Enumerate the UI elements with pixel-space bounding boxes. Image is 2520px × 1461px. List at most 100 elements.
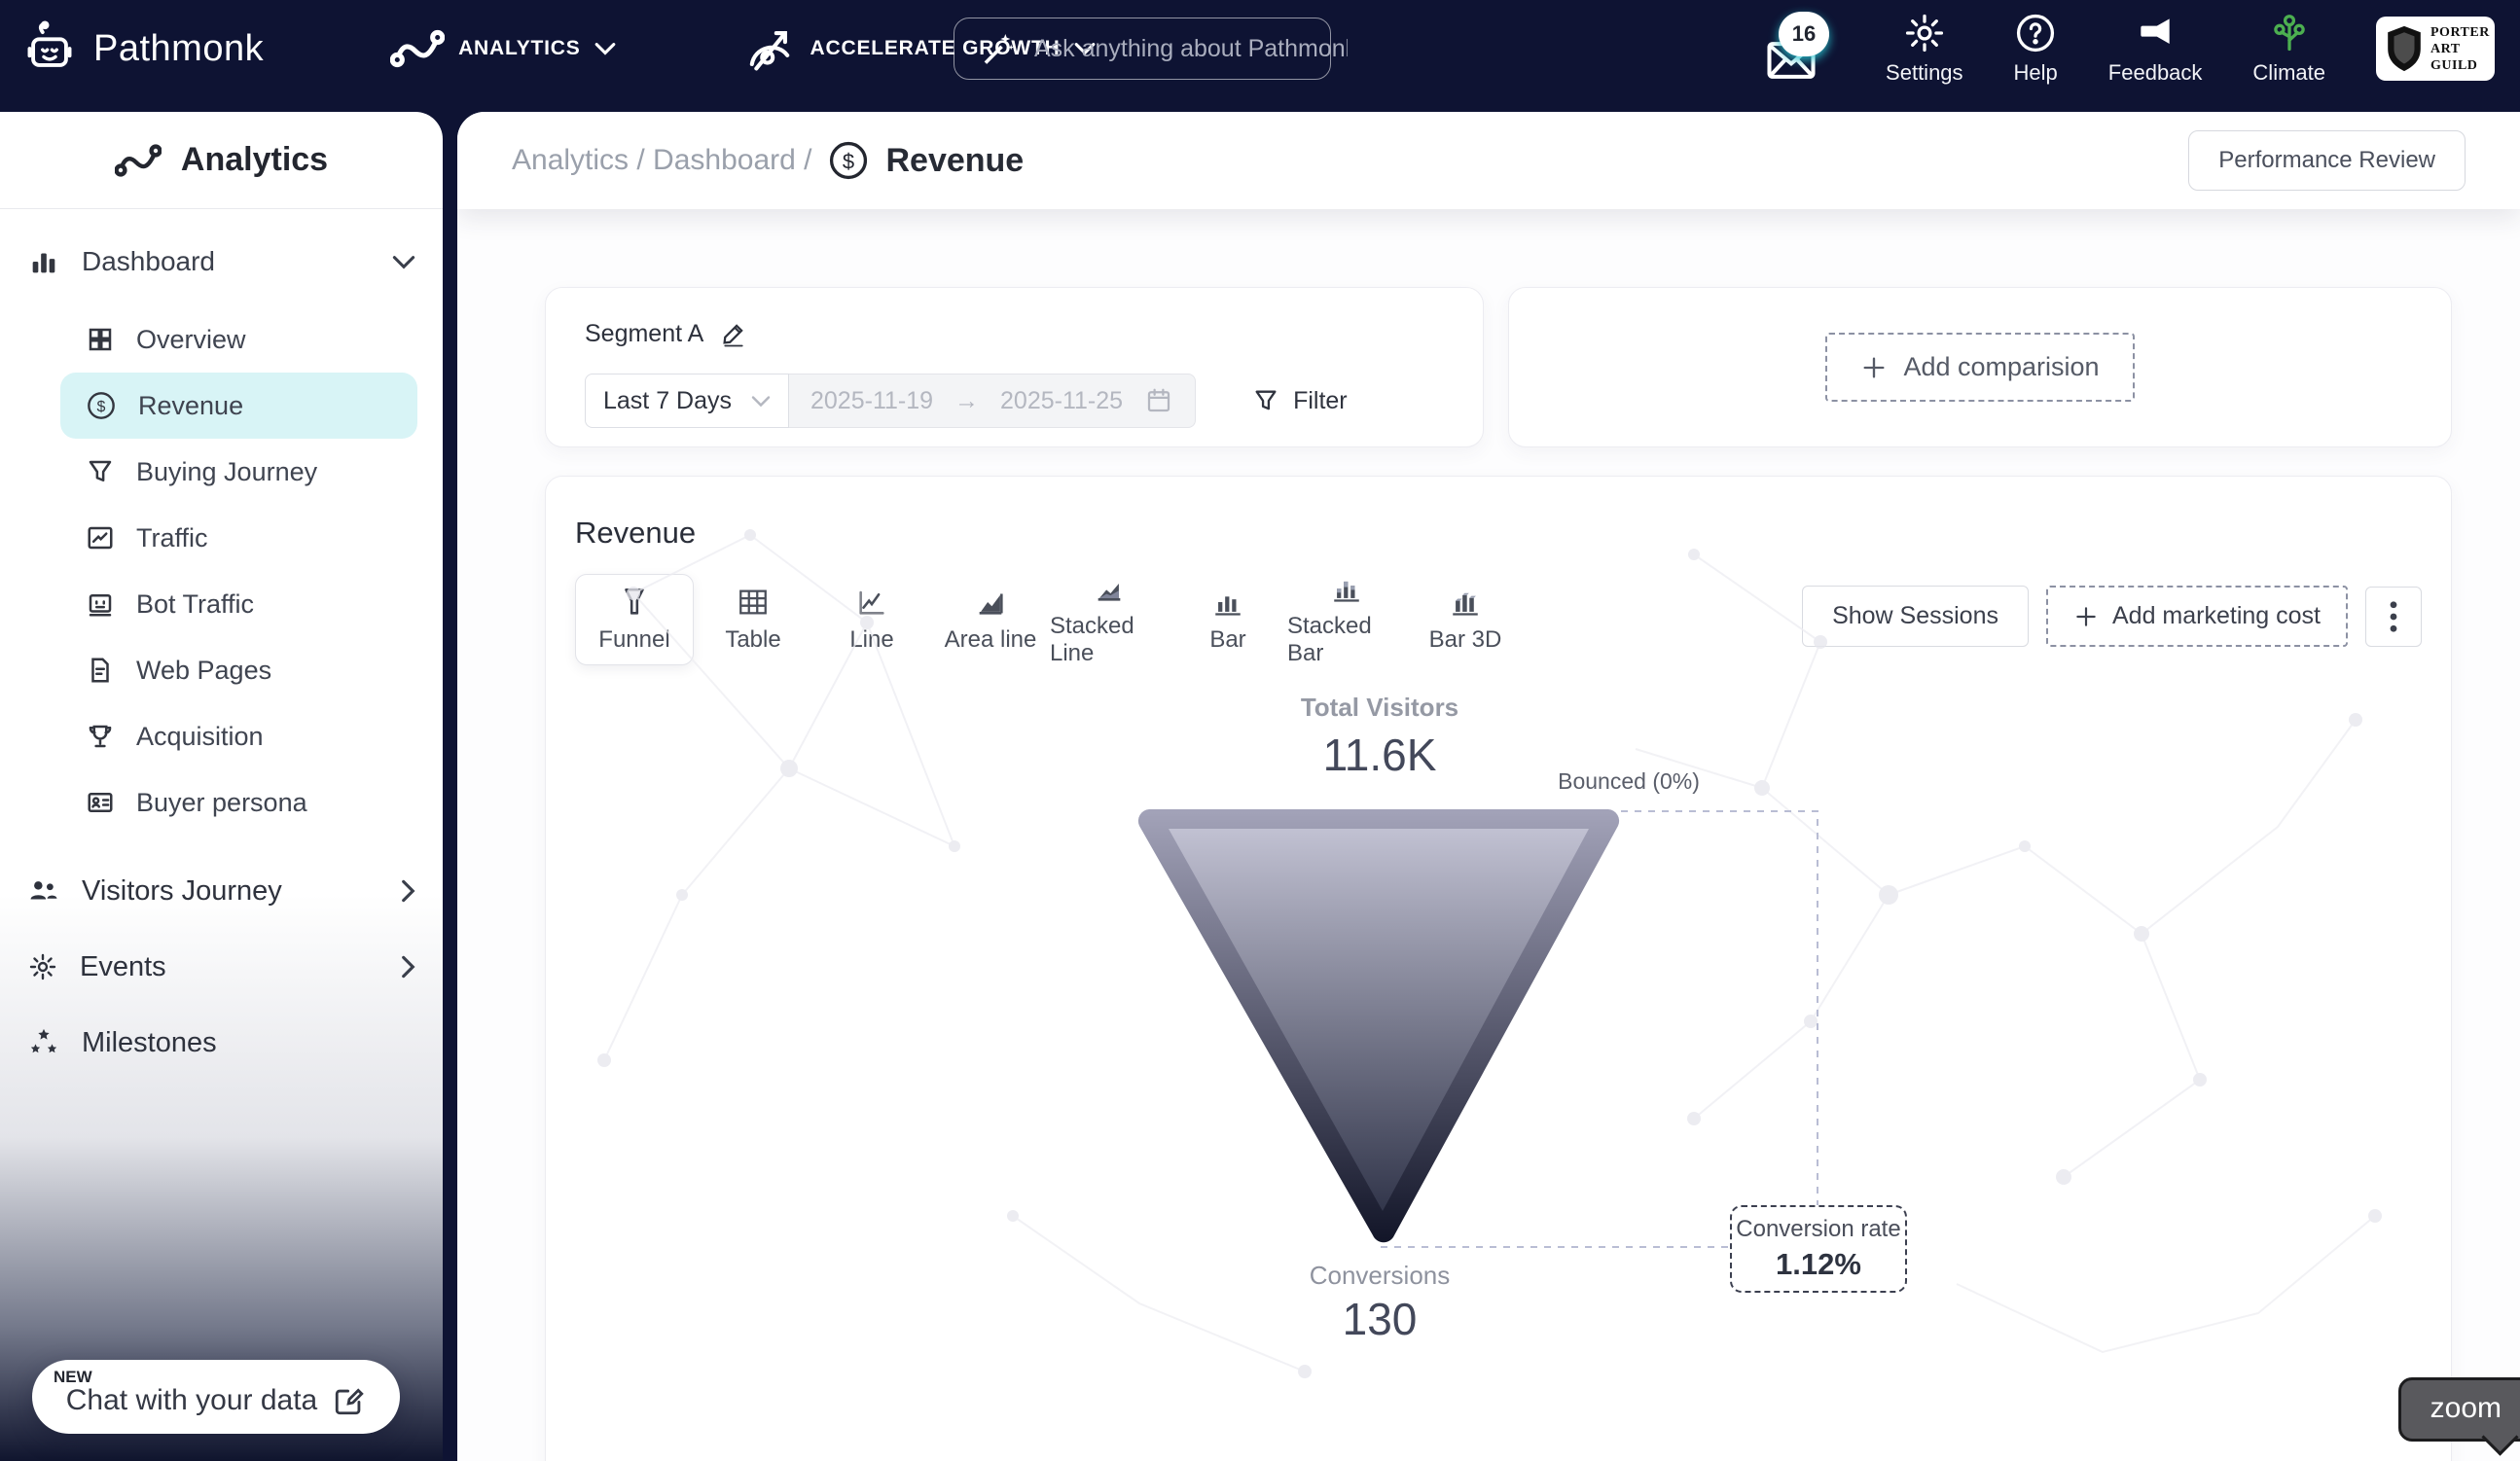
question-circle-icon xyxy=(2014,12,2057,54)
main-content: Analytics / Dashboard / $ Revenue Perfor… xyxy=(457,112,2520,1461)
chart-actions: Show Sessions Add marketing cost xyxy=(1802,586,2422,647)
stars-icon xyxy=(27,1027,60,1058)
chart-title: Revenue xyxy=(575,516,697,550)
segment-name: Segment A xyxy=(585,319,704,347)
sidebar-item-revenue[interactable]: $ Revenue xyxy=(60,373,417,439)
funnel-icon xyxy=(86,457,115,486)
id-card-icon xyxy=(86,788,115,817)
bar-chart-icon xyxy=(27,245,60,278)
plant-icon xyxy=(2268,12,2311,54)
conversion-rate-box: Conversion rate 1.12% xyxy=(1730,1205,1907,1293)
topbar-actions: 16 Settings xyxy=(1767,0,2495,97)
nav-analytics-label: ANALYTICS xyxy=(458,37,581,59)
brand-name: Pathmonk xyxy=(93,27,265,69)
ask-pathmonk-search[interactable] xyxy=(954,18,1348,80)
svg-text:$: $ xyxy=(843,149,854,173)
analytics-squiggle-icon xyxy=(114,141,162,180)
sidebar-item-traffic[interactable]: Traffic xyxy=(60,505,417,571)
porter-art-guild-logo[interactable]: PORTER ART GUILD xyxy=(2376,17,2495,81)
sidebar-item-buying-journey[interactable]: Buying Journey xyxy=(60,439,417,505)
sidebar-item-acquisition[interactable]: Acquisition xyxy=(60,703,417,769)
total-visitors-value: 11.6K xyxy=(1322,730,1437,780)
funnel-visualization xyxy=(597,529,2382,1378)
tab-line[interactable]: Line xyxy=(812,574,931,665)
bar-chart-icon xyxy=(1211,586,1244,619)
sidebar-item-dashboard[interactable]: Dashboard xyxy=(0,231,443,293)
date-arrow: → xyxy=(954,386,980,414)
plus-icon xyxy=(2073,604,2099,629)
magic-wand-icon xyxy=(978,29,1017,68)
tab-stacked-bar[interactable]: Stacked Bar xyxy=(1287,572,1406,666)
date-start: 2025-11-19 xyxy=(810,386,934,414)
tab-bar[interactable]: Bar xyxy=(1169,574,1287,665)
sidebar-title: Analytics xyxy=(0,112,443,209)
analytics-squiggle-icon xyxy=(390,26,446,71)
conversion-rate-value: 1.12% xyxy=(1776,1247,1861,1281)
brand[interactable]: Pathmonk xyxy=(21,20,264,77)
sidebar-item-web-pages[interactable]: Web Pages xyxy=(60,637,417,703)
breadcrumb-parents[interactable]: Analytics / Dashboard / xyxy=(512,144,812,176)
funnel-icon xyxy=(1252,387,1279,414)
add-marketing-cost-button[interactable]: Add marketing cost xyxy=(2046,586,2348,647)
stage-total-visitors: Total Visitors 11.6K xyxy=(1234,693,1526,781)
stage-conversions: Conversions 130 xyxy=(1234,1261,1526,1345)
trophy-icon xyxy=(86,722,115,751)
chevron-down-icon xyxy=(594,42,616,55)
chevron-right-icon xyxy=(401,955,415,979)
climate-button[interactable]: Climate xyxy=(2252,12,2325,86)
compose-icon xyxy=(333,1384,366,1417)
topbar: Pathmonk ANALYTICS ACCELERATE GROWTH xyxy=(0,0,2520,97)
settings-button[interactable]: Settings xyxy=(1886,12,1963,86)
people-icon xyxy=(27,876,60,906)
edit-pencil-icon[interactable] xyxy=(719,319,748,348)
plus-icon xyxy=(1860,354,1888,381)
line-chart-icon xyxy=(855,586,888,619)
notifications-button[interactable]: 16 xyxy=(1767,12,1835,84)
help-button[interactable]: Help xyxy=(2014,12,2058,86)
robot-face-icon xyxy=(86,589,115,619)
more-options-button[interactable] xyxy=(2365,586,2422,647)
area-chart-icon xyxy=(974,586,1007,619)
breadcrumb: Analytics / Dashboard / $ Revenue xyxy=(512,139,1024,182)
chevron-down-icon xyxy=(392,255,415,269)
date-range-display[interactable]: 2025-11-19 → 2025-11-25 xyxy=(789,374,1197,428)
performance-review-button[interactable]: Performance Review xyxy=(2188,130,2466,191)
sidebar-item-events[interactable]: Events xyxy=(0,929,443,1005)
chevron-right-icon xyxy=(401,879,415,903)
nav-analytics[interactable]: ANALYTICS xyxy=(390,26,615,71)
sidebar-item-milestones[interactable]: Milestones xyxy=(0,1005,443,1081)
revenue-chart-card: Revenue Funnel Table Line xyxy=(545,476,2452,1461)
sidebar-item-overview[interactable]: Overview xyxy=(60,306,417,373)
page-title: Revenue xyxy=(885,141,1025,179)
search-input[interactable] xyxy=(1034,34,1348,63)
segment-card: Segment A Last 7 Days 2025-11-19 → 2025-… xyxy=(545,287,1484,447)
funnel-shape[interactable] xyxy=(1137,809,1620,1243)
bar-3d-icon xyxy=(1449,586,1482,619)
tab-table[interactable]: Table xyxy=(694,574,812,665)
comparison-card: Add comparision xyxy=(1508,287,2452,447)
conversions-value: 130 xyxy=(1342,1294,1418,1344)
new-badge: NEW xyxy=(54,1368,92,1386)
stacked-bar-icon xyxy=(1330,572,1363,605)
chevron-down-icon xyxy=(751,395,771,408)
svg-text:$: $ xyxy=(97,399,106,415)
zoom-tooltip[interactable]: zoom xyxy=(2397,1377,2520,1442)
show-sessions-button[interactable]: Show Sessions xyxy=(1802,586,2029,647)
dollar-circle-icon: $ xyxy=(827,139,870,182)
page-header: Analytics / Dashboard / $ Revenue Perfor… xyxy=(457,112,2520,209)
chat-with-data-button[interactable]: NEW Chat with your data xyxy=(32,1360,400,1434)
sidebar-item-bot-traffic[interactable]: Bot Traffic xyxy=(60,571,417,637)
chart-type-tabs: Funnel Table Line Area line xyxy=(575,572,1525,666)
shield-icon xyxy=(2384,23,2425,74)
tab-area-line[interactable]: Area line xyxy=(931,574,1050,665)
filter-button[interactable]: Filter xyxy=(1252,387,1348,415)
tab-bar-3d[interactable]: Bar 3D xyxy=(1406,574,1525,665)
sidebar-item-buyer-persona[interactable]: Buyer persona xyxy=(60,769,417,836)
feedback-button[interactable]: Feedback xyxy=(2108,12,2202,86)
add-comparison-button[interactable]: Add comparision xyxy=(1825,333,2135,402)
document-icon xyxy=(86,656,115,685)
date-range-select[interactable]: Last 7 Days xyxy=(585,374,789,428)
tab-stacked-line[interactable]: Stacked Line xyxy=(1050,574,1169,666)
pathmonk-robot-logo-icon xyxy=(21,20,78,77)
sidebar-item-visitors-journey[interactable]: Visitors Journey xyxy=(0,853,443,929)
